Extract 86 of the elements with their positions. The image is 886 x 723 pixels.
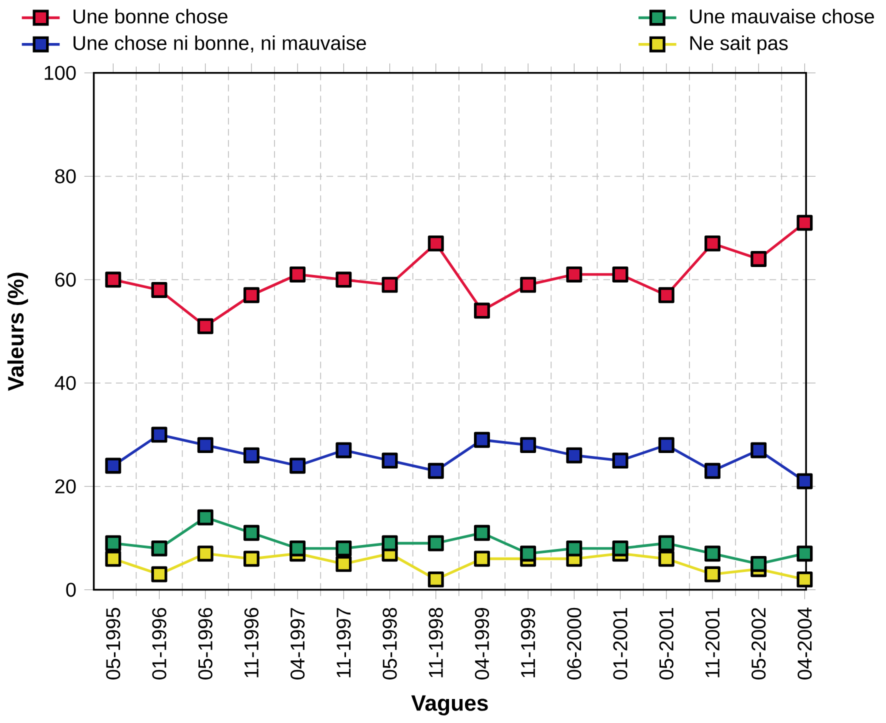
point [336,442,352,458]
x-tick-label: 05-2002 [752,608,766,680]
point [336,556,352,572]
x-tick-label: 11-1999 [521,608,536,678]
point [474,302,490,319]
point [704,566,720,582]
y-tick-label: 0 [66,582,76,597]
point [796,214,813,231]
point [658,550,674,567]
point [197,546,214,562]
x-tick-label: 04-1997 [290,608,305,680]
legend-label: Une chose ni bonne, ni mauvaise [74,36,366,53]
point [197,437,214,454]
point [520,546,536,562]
point [704,546,720,562]
point [151,282,168,298]
point [474,550,490,567]
point [566,266,582,283]
y-tick-label: 60 [55,272,76,287]
point [658,535,674,552]
point [382,276,398,293]
point [290,266,306,283]
point [428,535,444,552]
point [566,540,582,557]
point [612,452,628,469]
x-axis-title: Vagues [411,696,488,716]
point [290,458,306,474]
point [151,566,168,582]
x-tick-label: 05-1995 [106,608,120,680]
point [750,556,767,572]
point [796,546,813,562]
point [704,463,720,479]
x-tick-label: 04-1999 [474,608,490,680]
x-tick-label: 11-1997 [336,608,351,678]
point [750,442,767,458]
point [290,540,306,557]
y-tick-label: 40 [54,376,76,390]
y-axis-title: Valeurs (%) [7,272,28,392]
point [474,525,490,542]
point [105,535,122,552]
point [474,432,490,448]
point [428,236,444,252]
point [566,448,582,464]
point [428,572,444,588]
point [243,448,260,464]
point [796,572,813,588]
y-tick-label: 100 [44,66,76,80]
x-tick-label: 05-1996 [198,608,212,680]
point [243,525,260,542]
x-tick-label: 11-2001 [705,608,720,678]
point [520,276,536,293]
x-tick-label: 01-2001 [613,608,628,680]
point [382,535,398,552]
point [428,463,444,479]
x-tick-label: 05-2001 [659,608,674,680]
x-tick-label: 11-1998 [428,608,443,678]
point [105,458,122,474]
point [197,318,214,334]
point [243,550,260,567]
point [612,266,628,283]
point [612,540,628,557]
point [658,437,674,454]
point [197,510,214,526]
point [151,426,168,443]
x-tick-label: 05-1998 [382,608,397,680]
x-tick-label: 01-1996 [152,608,166,680]
x-tick-label: 11-1996 [244,608,259,678]
y-tick-label: 80 [55,169,76,184]
point [151,540,168,557]
x-tick-label: 06-2000 [567,608,582,680]
point [105,272,122,288]
point [658,287,674,304]
point [750,251,767,268]
point [704,236,720,252]
y-tick-label: 20 [55,479,76,494]
point [382,452,398,469]
point [243,287,260,304]
legend-label: Une mauvaise chose [690,8,874,24]
point [796,473,813,490]
point [336,540,352,557]
legend-label: Une bonne chose [74,8,228,24]
point [105,550,122,567]
x-tick-label: 04-2004 [798,608,812,680]
legend-label: Ne sait pas [690,36,788,54]
point [520,437,536,454]
point [336,272,352,288]
